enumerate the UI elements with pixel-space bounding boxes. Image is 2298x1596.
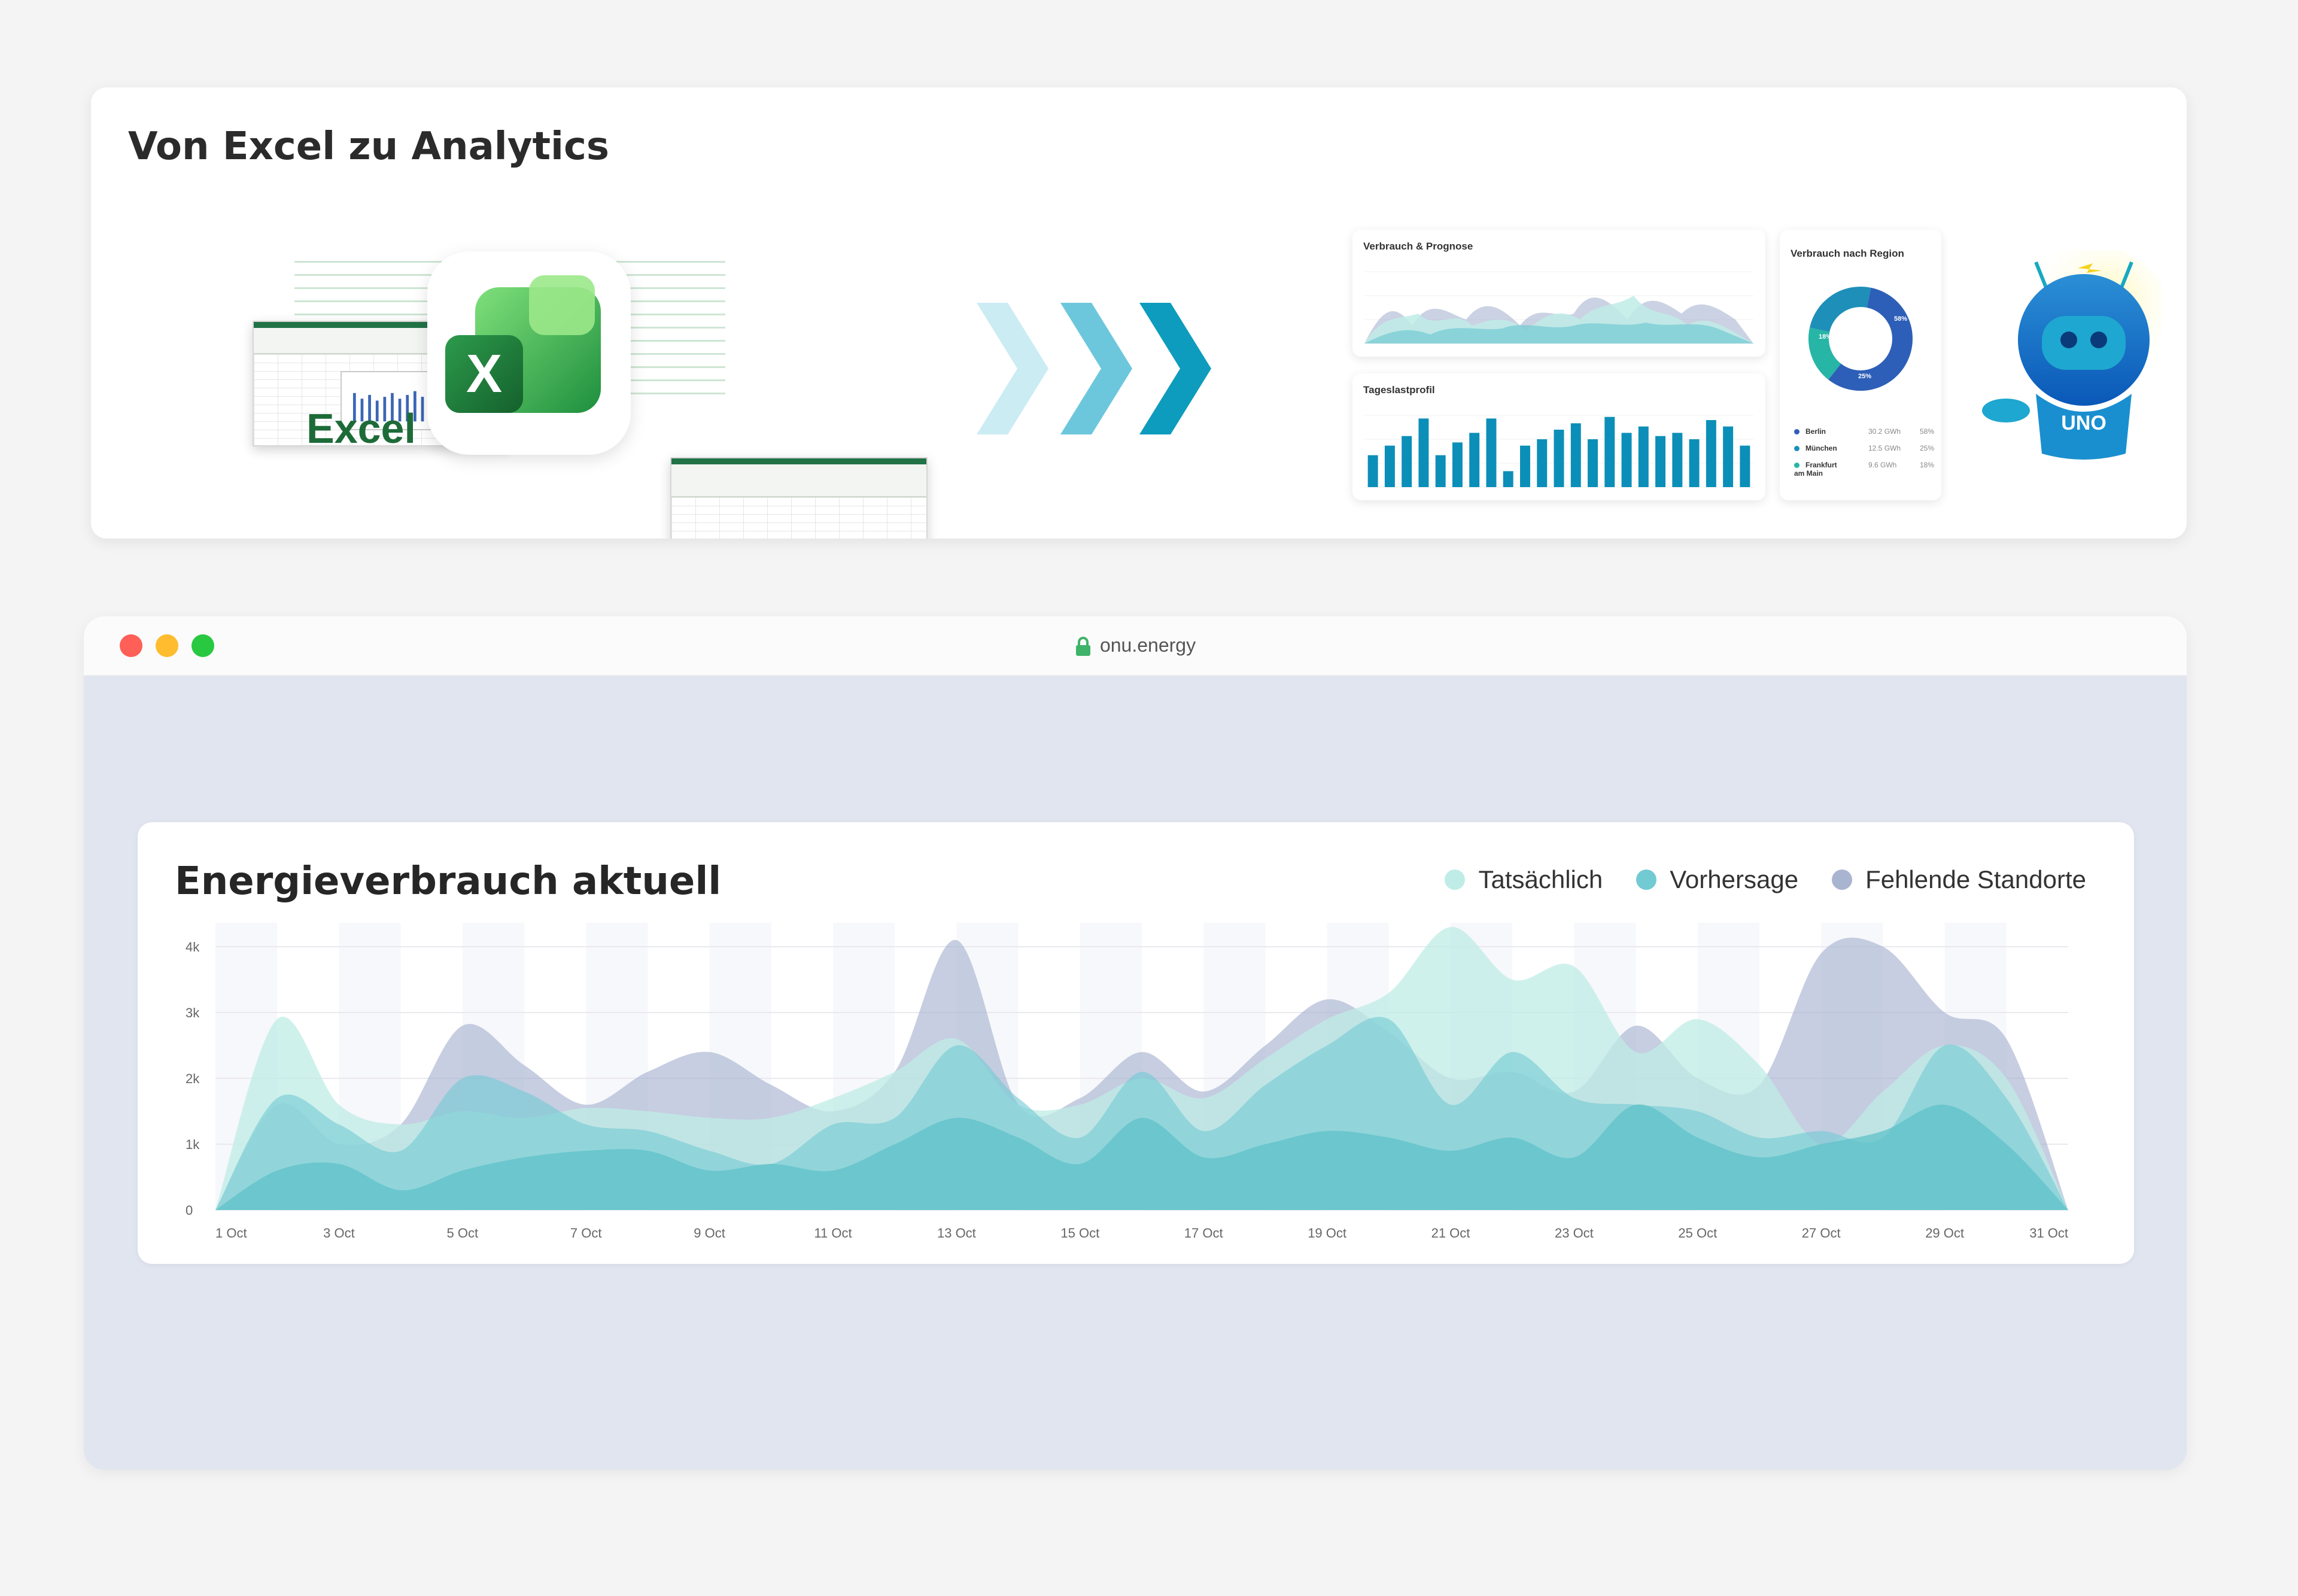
mini-daily-bar — [1486, 418, 1497, 487]
transition-arrows-icon — [977, 303, 1211, 434]
series-area-3 — [215, 1104, 2068, 1210]
excel-logo-icon: X — [445, 275, 601, 413]
mini-daily-bar — [1554, 430, 1564, 487]
x-tick-label: 5 Oct — [447, 1226, 479, 1241]
browser-window: onu.energy 0 1k 2k 3k 4k 1 Oct 3 Oct 5 Oct 7 Oct… — [84, 616, 2187, 1470]
excel-app-tile: X — [427, 251, 631, 455]
excel-illustration: X Excel — [157, 225, 935, 539]
x-tick-label: 9 Oct — [694, 1226, 725, 1241]
excel-wordmark: Excel — [306, 405, 416, 452]
energy-chart-card: 0 1k 2k 3k 4k 1 Oct 3 Oct 5 Oct 7 Oct 9 Oct 11 Oct… — [138, 822, 2134, 1264]
donut-slice-1 — [1808, 327, 1841, 380]
y-tick-label: 3k — [186, 1005, 200, 1020]
window-minimize-button[interactable] — [156, 634, 178, 657]
legend-swatch-missing — [1832, 870, 1853, 890]
mini-daily-bar — [1367, 455, 1378, 487]
svg-text:58%: 58% — [1894, 315, 1907, 323]
mini-daily-bar — [1621, 433, 1632, 487]
x-tick-label: 19 Oct — [1308, 1226, 1346, 1241]
x-tick-label: 11 Oct — [814, 1226, 852, 1241]
mini-daily-bar — [1452, 442, 1463, 487]
mini-daily-bar — [1672, 433, 1683, 487]
mini-forecast-chart: Verbrauch & Prognose — [1352, 230, 1765, 357]
x-tick-label: 15 Oct — [1060, 1226, 1099, 1241]
region-row-muenchen: München 12.5 GWh 25% — [1794, 444, 1934, 452]
mini-daily-bar — [1723, 426, 1734, 487]
legend-label-forecast: Vorhersage — [1670, 865, 1799, 893]
mini-region-donut: 58% 18% 25% — [1808, 287, 1913, 391]
svg-text:25%: 25% — [1858, 373, 1871, 380]
mini-daily-bar — [1588, 439, 1598, 487]
y-tick-label: 0 — [186, 1203, 193, 1218]
mini-daily-title: Tageslastprofil — [1363, 384, 1435, 396]
url-text: onu.energy — [1099, 634, 1196, 656]
x-tick-label: 23 Oct — [1555, 1226, 1594, 1241]
region-row-berlin: Berlin 30.2 GWh 58% — [1794, 427, 1934, 436]
region-row-frankfurt: Frankfurt am Main 9.6 GWh 18% — [1794, 461, 1935, 478]
mini-daily-bar — [1402, 436, 1412, 487]
legend-label-actual: Tatsächlich — [1478, 865, 1603, 893]
mini-daily-bar — [1604, 417, 1615, 487]
mini-daily-bar — [1706, 420, 1716, 487]
mini-daily-bar — [1384, 445, 1395, 487]
x-tick-label: 31 Oct — [2029, 1226, 2068, 1241]
x-tick-label: 13 Oct — [937, 1226, 976, 1241]
svg-text:X: X — [466, 344, 502, 404]
mini-forecast-plot — [1364, 271, 1753, 344]
y-tick-label: 4k — [186, 940, 200, 954]
mini-daily-bars — [1364, 415, 1753, 488]
window-close-button[interactable] — [120, 634, 142, 657]
y-tick-label: 1k — [186, 1137, 200, 1152]
mini-region-card: Verbrauch nach Region 58% 18% 25% Berlin… — [1780, 230, 1941, 500]
mini-daily-bar — [1740, 445, 1750, 487]
chart-legend: Tatsächlich Vorhersage Fehlende Standort… — [1445, 865, 2086, 894]
chart-title: Energieverbrauch aktuell — [175, 859, 722, 904]
uno-robot-mascot-icon: UNO — [1982, 250, 2162, 460]
mini-daily-bar — [1689, 439, 1700, 487]
page-title: Von Excel zu Analytics — [128, 124, 609, 169]
mini-daily-bar — [1520, 445, 1530, 487]
mini-daily-bar — [1655, 436, 1666, 487]
x-tick-label: 3 Oct — [323, 1226, 355, 1241]
lock-icon — [1075, 636, 1090, 656]
x-tick-label: 29 Oct — [1925, 1226, 1964, 1241]
x-tick-label: 1 Oct — [215, 1226, 247, 1241]
mini-daily-bar — [1537, 439, 1548, 487]
mini-daily-bar — [1503, 471, 1513, 487]
mini-forecast-title: Verbrauch & Prognose — [1363, 241, 1473, 252]
legend-swatch-forecast — [1636, 870, 1657, 890]
legend-swatch-actual — [1445, 870, 1466, 890]
address-bar[interactable]: onu.energy — [84, 634, 2187, 657]
browser-titlebar: onu.energy — [84, 616, 2187, 676]
x-tick-label: 27 Oct — [1802, 1226, 1841, 1241]
window-maximize-button[interactable] — [192, 634, 214, 657]
y-tick-label: 2k — [186, 1071, 200, 1086]
mini-daily-bar — [1418, 418, 1429, 487]
excel-blank-sheet — [670, 457, 928, 539]
mini-daily-bar — [1638, 426, 1649, 487]
x-tick-label: 25 Oct — [1678, 1226, 1717, 1241]
svg-text:18%: 18% — [1819, 333, 1832, 341]
legend-label-missing: Fehlende Standorte — [1865, 865, 2086, 893]
legend-item-actual[interactable]: Tatsächlich — [1445, 865, 1603, 894]
legend-item-missing[interactable]: Fehlende Standorte — [1832, 865, 2086, 894]
x-tick-label: 7 Oct — [570, 1226, 602, 1241]
mini-region-title: Verbrauch nach Region — [1791, 248, 1904, 259]
mini-daily-bar — [1435, 455, 1446, 487]
legend-item-forecast[interactable]: Vorhersage — [1636, 865, 1798, 894]
x-tick-label: 21 Oct — [1431, 1226, 1470, 1241]
svg-text:UNO: UNO — [2061, 412, 2106, 434]
excel-to-analytics-card: Von Excel zu Analytics — [91, 87, 2187, 539]
mini-daily-bar — [1469, 433, 1480, 487]
energy-area-chart: 0 1k 2k 3k 4k 1 Oct 3 Oct 5 Oct 7 Oct 9 Oct 11 Oct… — [186, 923, 2068, 1241]
donut-slice-0 — [1828, 287, 1913, 391]
mini-daily-bar — [1570, 423, 1581, 487]
donut-slice-2 — [1810, 287, 1871, 333]
mini-daily-profile: Tageslastprofil — [1352, 373, 1765, 500]
x-tick-label: 17 Oct — [1184, 1226, 1223, 1241]
